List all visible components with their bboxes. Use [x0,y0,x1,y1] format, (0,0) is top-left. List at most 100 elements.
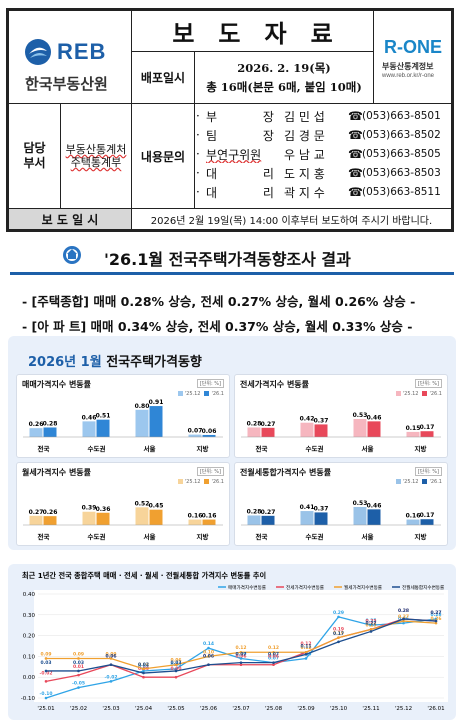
bar-value-label: 0.52 [135,500,150,507]
data-label: 0.14 [203,641,214,647]
unit-label: [단위: %] [414,379,442,388]
data-label: -0.05 [72,681,85,687]
bar [135,507,149,525]
bar-chart-svg: 0.27 0.26 전국 0.39 0.36 수도권 0.52 0.45 서울 0.16 0.16 지… [23,500,223,541]
bar [247,515,261,525]
bar-chart-title: 매매가격지수 변동률 [22,380,92,389]
bar [149,406,163,437]
contact-phone: (053)663-8502 [362,129,441,141]
bar-chart-panel: 월세가격지수 변동률 [단위: %] '25.12'26.1 0.27 0.26 전국 0.… [16,462,230,546]
data-label: 0.06 [235,654,246,660]
data-point [239,657,243,660]
data-point [174,663,178,667]
contact-phone: (053)663-8505 [362,148,441,160]
legend-label: 전월세통합지수변동률 [402,584,444,591]
bar [202,519,216,525]
bar-value-label: 0.26 [29,421,44,428]
bar-value-label: 0.37 [314,417,329,424]
x-tick-label: '25.12 [395,706,412,712]
category-label: 서울 [362,532,374,541]
data-point [304,653,308,656]
data-label: 0.07 [268,656,279,662]
bar [29,428,43,437]
data-label: 0.09 [40,651,51,657]
data-label: 0.26 [430,616,441,622]
contact-name: 곽 지 수 [284,185,325,200]
data-point [44,669,48,673]
release-label: 배포일시 [140,71,186,85]
infographic-month: 2026년 1월 [28,355,102,370]
bar-chart-panel: 매매가격지수 변동률 [단위: %] '25.12'26.1 0.26 0.28 전국 0.… [16,374,230,458]
x-tick-label: '25.10 [330,706,348,712]
data-point [337,615,340,619]
bar-value-label: 0.07 [188,428,203,435]
legend-label: 매매가격지수변동률 [228,584,266,591]
contact-phone: (053)663-8511 [362,186,441,198]
data-label: 0.03 [73,660,84,666]
bar [314,512,328,525]
bar-chart-panel: 전월세통합가격지수 변동률 [단위: %] '25.12 '26.1 0.28 0.27 전… [234,462,448,546]
legend-swatch [177,479,183,484]
bar [261,427,275,437]
x-tick-label: '25.08 [265,706,283,712]
contact-role: 대 리 [206,166,274,181]
contact-row: · 대 리 곽 지 수 ☎ (053)663-8511 [196,184,442,200]
bar-value-label: 0.36 [96,506,111,513]
data-label: 0.00 [170,666,181,672]
trend-line-chart: 최근 1년간 전국 종합주택 매매 · 전세 · 월세 · 전월세통합 가격지수… [21,571,448,712]
release-pages: 총 16매(본문 6매, 붙임 10매) [206,80,362,94]
release-label-cell: 배포일시 [131,51,195,104]
data-point [239,661,243,664]
x-tick-label: '25.04 [135,706,153,712]
x-tick-label: '25.05 [167,706,185,712]
bar-value-label: 0.27 [261,509,276,516]
contact-role: 대 리 [206,185,274,200]
data-label: 0.29 [333,610,344,616]
unit-label: [단위: %] [196,467,224,476]
x-tick-label: '26.01 [427,706,444,712]
data-point [272,663,275,667]
category-label: 전국 [256,532,268,541]
data-point [77,673,80,677]
data-point [369,628,373,631]
data-label: 0.06 [105,654,116,660]
data-label: 0.12 [300,641,311,647]
title-cell: 보도자료 [131,10,374,52]
data-label: 0.03 [40,660,51,666]
reb-wordmark: REB [57,39,107,64]
data-label: 0.12 [235,645,246,651]
data-point [239,650,243,654]
bar [247,427,261,437]
data-label: 0.07 [235,652,246,658]
category-label: 지방 [197,532,209,541]
y-tick-label: -0.10 [21,696,36,702]
data-point [44,696,48,700]
trend-chart-panel: 최근 1년간 전국 종합주택 매매 · 전세 · 월세 · 전월세통합 가격지수… [8,564,456,720]
bar-value-label: 0.27 [261,421,276,428]
legend-swatch [395,391,401,396]
bar-value-label: 0.28 [247,508,262,515]
category-label: 지방 [197,444,209,453]
data-point [272,650,275,654]
category-label: 전국 [38,444,50,453]
bar [82,421,96,437]
legend-item: '25.12 [395,391,418,397]
y-tick-label: 0.30 [23,613,36,619]
bar-legend: '25.12 '26.1 [395,391,442,397]
reb-emblem-icon [25,39,51,65]
bar-chart-title: 전월세통합가격지수 변동률 [240,468,332,477]
phone-icon: ☎ [348,128,363,142]
legend-item: '26.1 [204,479,224,485]
logo-cell: REB 한국부동산원 [8,10,132,104]
x-tick-label: '25.01 [37,706,54,712]
rone-logo: R-ONE [384,37,442,57]
data-label: 0.28 [398,608,409,614]
contact-row: · 대 리 도 지 홍 ☎ (053)663-8503 [196,165,442,181]
data-label: -0.02 [105,674,118,680]
bar-value-label: 0.46 [367,502,382,509]
category-label: 지방 [415,532,427,541]
legend-swatch [422,391,428,396]
data-point [174,675,178,679]
unit-label: [단위: %] [196,379,224,388]
bar-value-label: 0.80 [135,403,150,410]
